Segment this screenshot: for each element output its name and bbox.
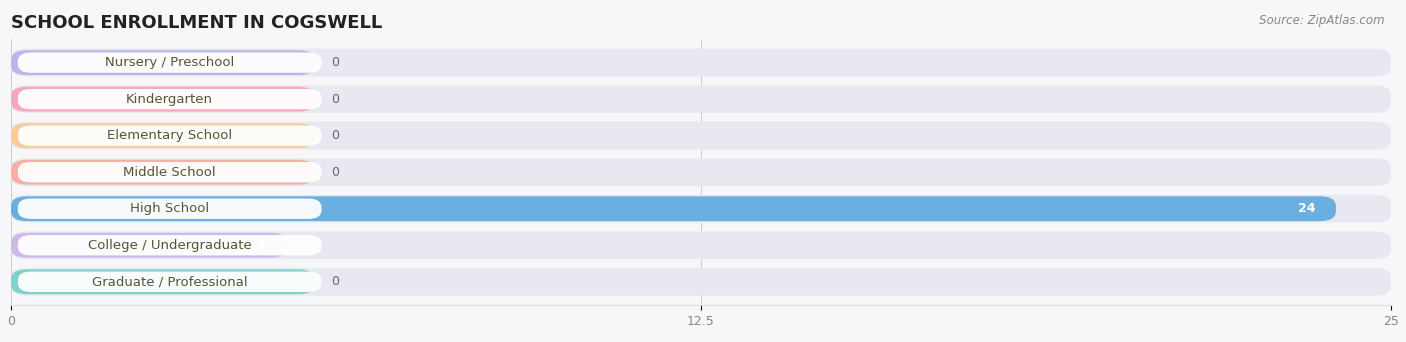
FancyBboxPatch shape xyxy=(11,269,315,294)
FancyBboxPatch shape xyxy=(18,162,322,182)
Text: College / Undergraduate: College / Undergraduate xyxy=(87,239,252,252)
FancyBboxPatch shape xyxy=(11,160,315,185)
FancyBboxPatch shape xyxy=(11,195,1391,223)
Text: Source: ZipAtlas.com: Source: ZipAtlas.com xyxy=(1260,14,1385,27)
Text: 0: 0 xyxy=(332,166,339,179)
Text: Graduate / Professional: Graduate / Professional xyxy=(91,275,247,288)
FancyBboxPatch shape xyxy=(18,199,322,219)
Text: 24: 24 xyxy=(1298,202,1315,215)
Text: 0: 0 xyxy=(332,129,339,142)
FancyBboxPatch shape xyxy=(11,233,287,258)
FancyBboxPatch shape xyxy=(18,272,322,292)
Text: Elementary School: Elementary School xyxy=(107,129,232,142)
FancyBboxPatch shape xyxy=(18,52,322,73)
FancyBboxPatch shape xyxy=(11,158,1391,186)
Text: Nursery / Preschool: Nursery / Preschool xyxy=(105,56,235,69)
Text: 0: 0 xyxy=(332,56,339,69)
Text: SCHOOL ENROLLMENT IN COGSWELL: SCHOOL ENROLLMENT IN COGSWELL xyxy=(11,14,382,32)
FancyBboxPatch shape xyxy=(18,235,322,255)
FancyBboxPatch shape xyxy=(11,231,1391,259)
Text: High School: High School xyxy=(131,202,209,215)
Text: 5: 5 xyxy=(257,239,266,252)
Text: 0: 0 xyxy=(332,93,339,106)
FancyBboxPatch shape xyxy=(11,49,1391,77)
FancyBboxPatch shape xyxy=(18,126,322,146)
FancyBboxPatch shape xyxy=(11,85,1391,113)
FancyBboxPatch shape xyxy=(11,87,315,111)
FancyBboxPatch shape xyxy=(11,268,1391,295)
Text: 0: 0 xyxy=(332,275,339,288)
Text: Kindergarten: Kindergarten xyxy=(127,93,214,106)
Text: Middle School: Middle School xyxy=(124,166,217,179)
FancyBboxPatch shape xyxy=(11,50,315,75)
FancyBboxPatch shape xyxy=(11,123,315,148)
FancyBboxPatch shape xyxy=(11,196,1336,221)
FancyBboxPatch shape xyxy=(11,122,1391,149)
FancyBboxPatch shape xyxy=(18,89,322,109)
